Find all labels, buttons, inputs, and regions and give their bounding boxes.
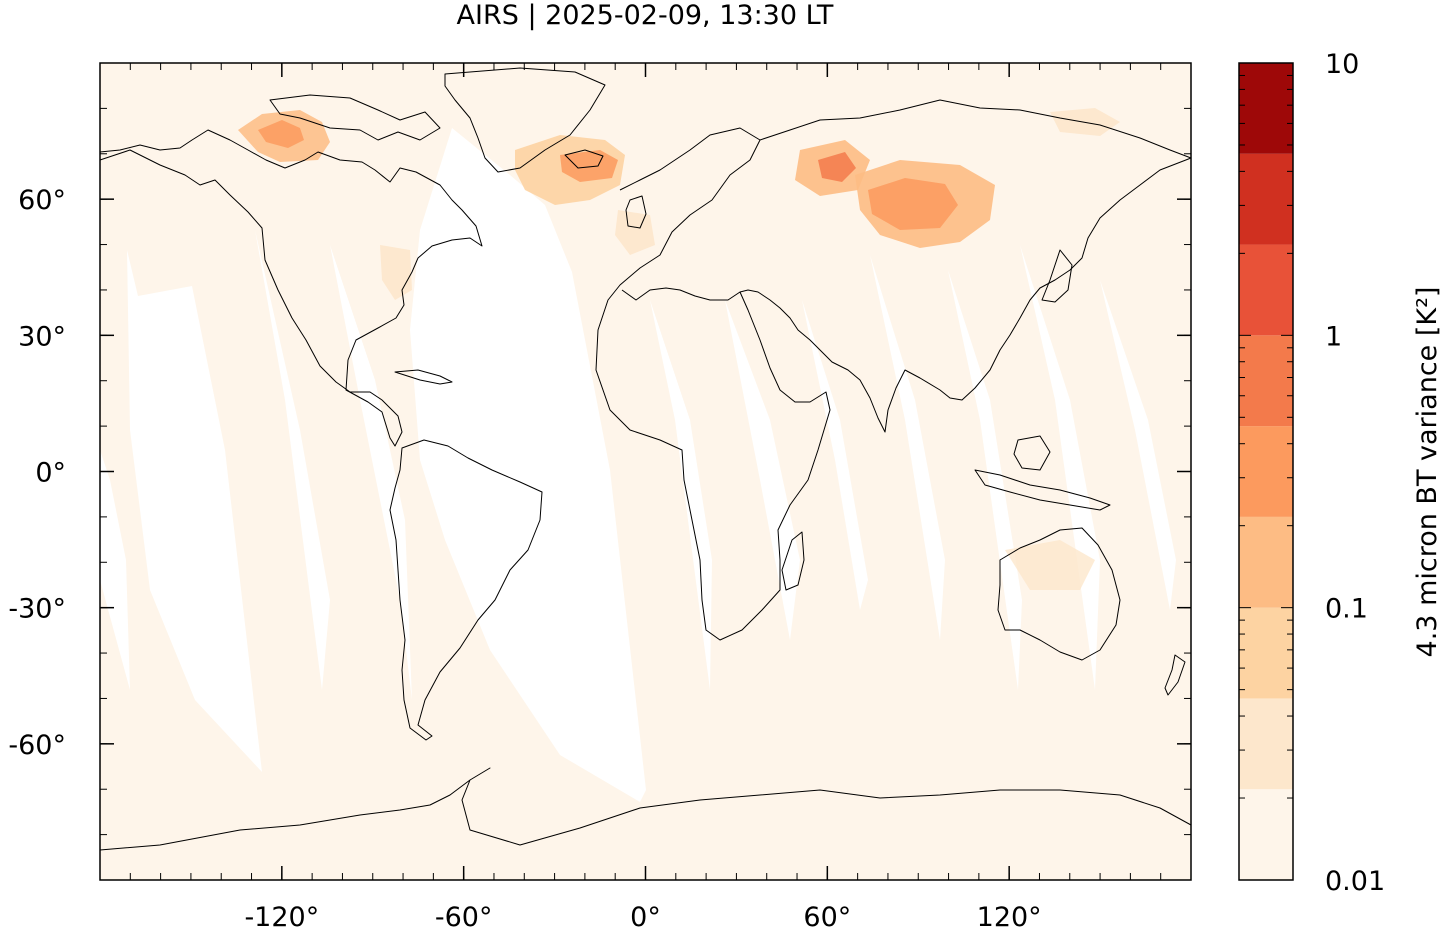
data-gap-swath	[255, 230, 330, 690]
coastline-madagascar	[781, 531, 805, 591]
coastline-north-america	[99, 129, 483, 447]
coastlines	[99, 67, 1192, 851]
colorbar-segment	[1239, 789, 1293, 880]
lon-tick-label: 60°	[803, 902, 851, 930]
lon-tick-label: 120°	[977, 902, 1042, 930]
lat-tick-label: 0°	[35, 458, 66, 489]
colorbar-ticks	[1239, 74, 1293, 881]
colorbar-label: 4.3 micron BT variance [K²]	[1412, 287, 1442, 658]
map-background	[100, 63, 1191, 880]
lat-tick-label: -60°	[8, 730, 66, 761]
coastline-south-america	[389, 439, 543, 741]
colorbar-tick-label: 1	[1325, 321, 1342, 352]
data-gap-swath	[870, 255, 945, 640]
latitude-tick-labels: 60° 30° 0° -30° -60°	[8, 185, 66, 761]
colorbar-tick-label: 0.1	[1325, 594, 1368, 625]
colorbar-tick-label: 0.01	[1325, 866, 1385, 897]
coastline-australia	[997, 527, 1121, 661]
data-gap-swath	[410, 128, 646, 802]
coastline-indonesia	[974, 469, 1111, 511]
variance-patch-australia	[1005, 540, 1095, 590]
colorbar-frame	[1238, 62, 1294, 881]
data-gap-swaths	[100, 128, 1176, 802]
variance-patch-canada-core	[258, 120, 304, 148]
variance-patch-iceland	[560, 150, 618, 182]
longitude-tick-labels: -120° -60° 0° 60° 120°	[244, 902, 1041, 930]
colorbar-segment	[1239, 607, 1293, 699]
lat-tick-label: 60°	[18, 185, 66, 216]
colorbar-segment	[1239, 335, 1293, 427]
coastline-caribbean	[394, 369, 453, 385]
colorbar-segment	[1239, 153, 1293, 245]
data-gap-swath	[725, 300, 800, 640]
colorbar-segment	[1239, 426, 1293, 517]
variance-patch-west-siberia-core	[868, 178, 958, 230]
coastline-asia	[739, 99, 1192, 433]
major-ticks	[100, 63, 1191, 880]
colorbar-segment	[1239, 698, 1293, 790]
lat-tick-label: -30°	[8, 594, 66, 625]
colorbar-tick-label: 10	[1325, 49, 1359, 80]
coastline-arctic-islands	[269, 94, 441, 141]
coastline-uk	[625, 195, 647, 229]
variance-patch-europe	[615, 210, 655, 255]
coastline-antarctica	[99, 767, 1192, 851]
colorbar-segment	[1239, 244, 1293, 336]
coastline-japan	[1041, 249, 1073, 303]
data-gap-swath	[127, 250, 262, 772]
data-gap-swath	[100, 450, 130, 690]
colorbar-segment	[1239, 63, 1293, 154]
lon-tick-label: -120°	[244, 902, 319, 930]
colorbar-tick-labels: 10 1 0.1 0.01	[1325, 49, 1385, 897]
map-plot	[99, 62, 1192, 881]
data-gap-swath	[650, 300, 712, 690]
coastline-iceland	[564, 149, 604, 169]
lon-tick-label: 0°	[630, 902, 661, 930]
variance-patches	[238, 108, 1120, 590]
coastline-greenland	[444, 67, 606, 173]
lon-tick-label: -60°	[435, 902, 493, 930]
colorbar-segments	[1239, 63, 1293, 880]
coastline-borneo	[1013, 435, 1051, 471]
colorbar-segment	[1239, 516, 1293, 608]
map-title: AIRS | 2025-02-09, 13:30 LT	[457, 0, 834, 31]
coastline-europe-africa	[595, 127, 831, 641]
data-gap-swath	[1100, 280, 1176, 610]
data-gap-swath	[802, 300, 868, 610]
variance-patch-ural-core	[818, 152, 856, 182]
colorbar: 10 1 0.1 0.01 4.3 micron BT variance [K²]	[1238, 49, 1442, 897]
lat-tick-label: 30°	[18, 321, 66, 352]
data-gap-swath	[948, 270, 1022, 690]
coastline-new-zealand	[1164, 654, 1186, 696]
